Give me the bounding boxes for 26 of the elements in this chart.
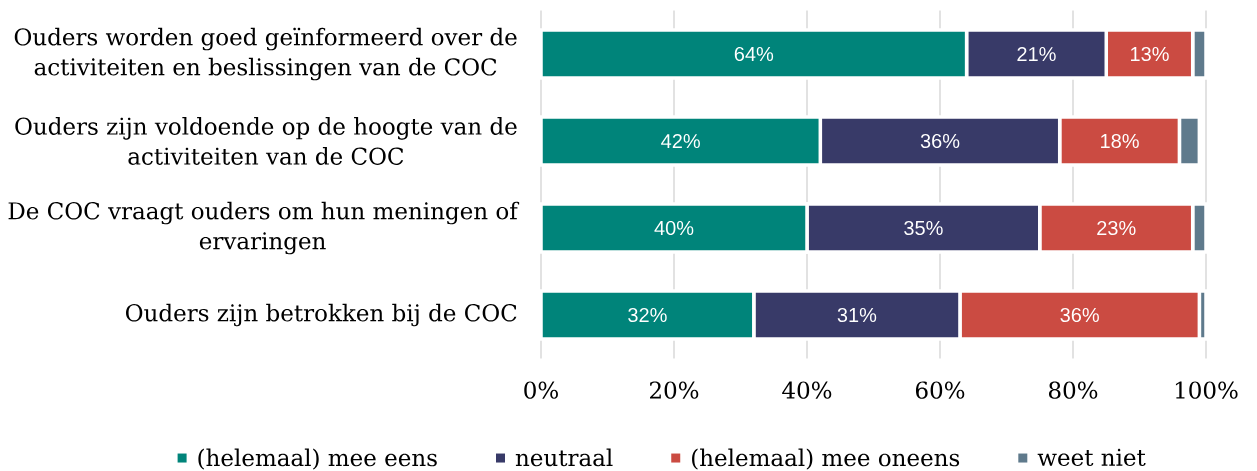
data-label: 18%: [1101, 133, 1139, 149]
legend-label: weet niet: [1037, 448, 1146, 467]
legend-label: (helemaal) mee oneens: [692, 448, 960, 470]
data-label: 42%: [661, 133, 700, 149]
legend-label: (helemaal) mee eens: [198, 448, 437, 470]
data-label: 35%: [904, 220, 943, 236]
y-tick-label: Ouders zijn voldoende op de hoogte van de activiteiten van de COC: [15, 117, 517, 165]
x-tick-label: 0%: [524, 381, 558, 399]
y-tick-label: Ouders worden goed geïnformeerd over de activiteiten en beslissingen van de COC: [14, 27, 517, 81]
data-label: 13%: [1131, 46, 1169, 62]
x-tick-label: 20%: [650, 381, 699, 399]
y-tick-label: Ouders zijn betrokken bij de COC: [126, 303, 517, 327]
x-tick-label: 40%: [782, 381, 832, 399]
data-label: 64%: [734, 46, 774, 62]
y-tick-label: De COC vraagt ouders om hun meningen of ervaringen: [8, 201, 520, 255]
data-label: 36%: [920, 133, 960, 149]
legend-label: neutraal: [515, 448, 613, 467]
data-label: 40%: [654, 220, 694, 236]
data-label: 32%: [628, 307, 667, 323]
data-label: 31%: [837, 307, 877, 323]
data-label: 21%: [1017, 46, 1056, 62]
data-label: 23%: [1097, 220, 1136, 236]
data-label: 36%: [1060, 307, 1099, 323]
x-tick-label: 60%: [915, 381, 965, 399]
x-tick-label: 80%: [1048, 381, 1098, 399]
x-tick-label: 100%: [1175, 381, 1238, 399]
